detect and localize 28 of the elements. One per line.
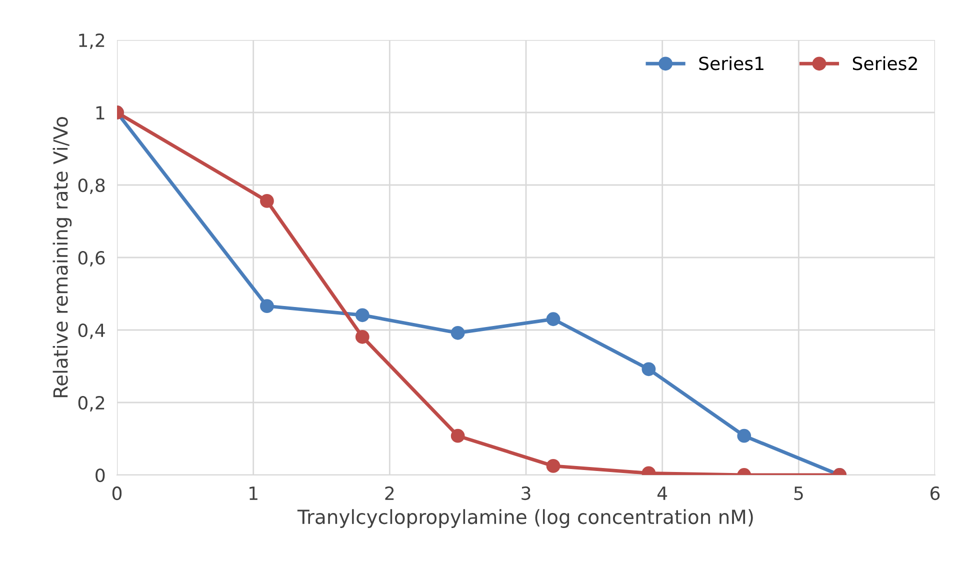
- y-tick-label: 0,8: [78, 178, 105, 194]
- legend-label: Series2: [852, 56, 917, 70]
- x-tick-label: 2: [385, 486, 394, 500]
- y-tick-label: 0,6: [78, 250, 105, 266]
- point: [355, 330, 370, 344]
- point: [260, 299, 274, 314]
- legend-label: Series1: [699, 56, 764, 70]
- point: [546, 312, 560, 326]
- x-tick-label: 1: [250, 486, 258, 500]
- point: [450, 428, 465, 443]
- x-axis-title: Tranylcyclopropylamine (log concentration nM): [297, 509, 753, 528]
- y-tick-label: 0,2: [78, 396, 104, 412]
- point: [642, 362, 656, 376]
- point: [546, 458, 560, 473]
- x-tick-label: 5: [794, 486, 803, 500]
- y-axis-title: Relative remaining rate Vi/Vo: [52, 116, 72, 398]
- y-tick-label: 1: [96, 106, 104, 120]
- x-tick-label: 6: [930, 486, 940, 500]
- y-tick-label: 0: [96, 468, 105, 482]
- y-tick-label: 1,2: [79, 33, 104, 49]
- x-tick-label: 0: [112, 486, 122, 500]
- point: [355, 308, 370, 322]
- point: [260, 194, 274, 208]
- x-tick-label: 4: [657, 486, 668, 500]
- y-tick-label: 0,4: [78, 323, 105, 339]
- x-tick-label: 3: [522, 486, 530, 500]
- point: [450, 326, 465, 340]
- point: [737, 428, 752, 443]
